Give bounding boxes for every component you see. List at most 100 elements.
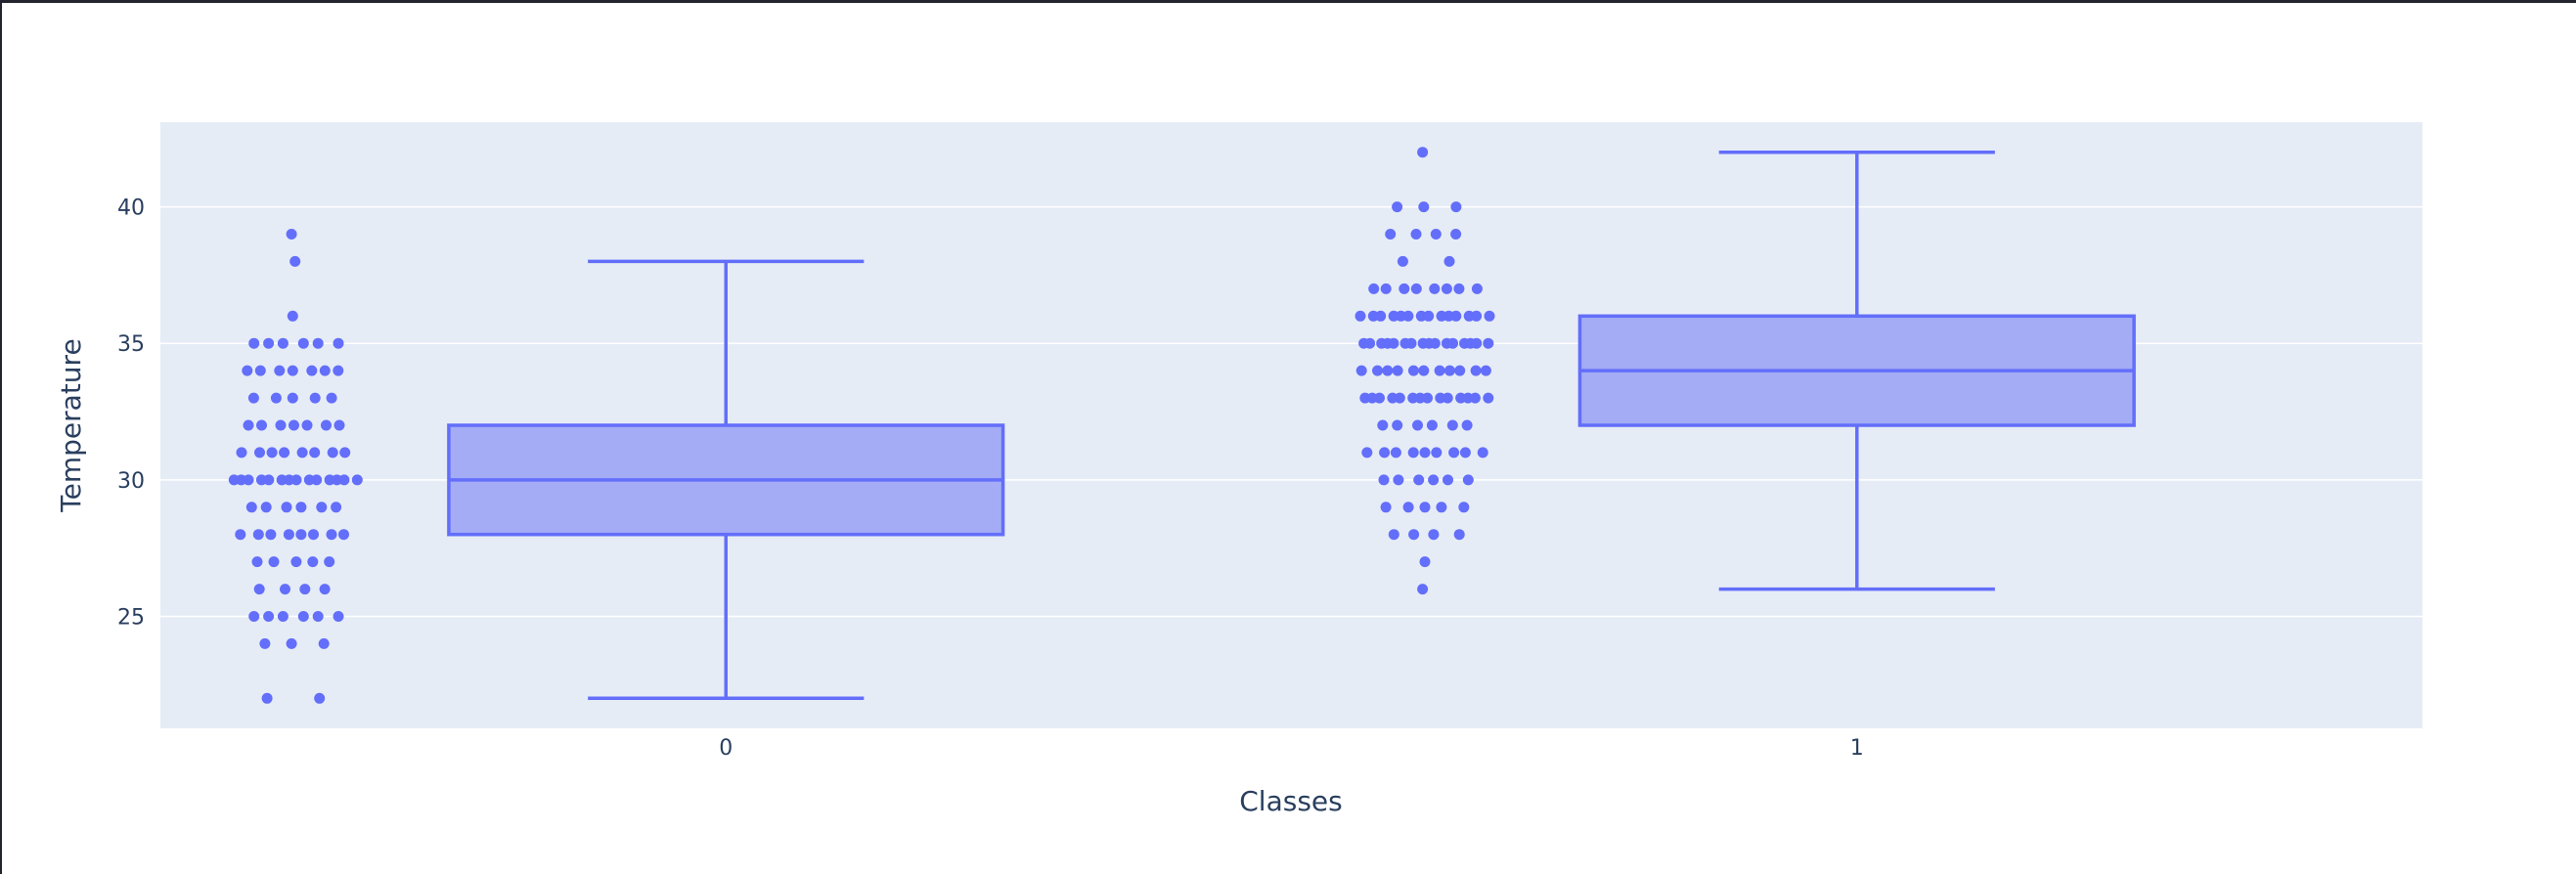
data-point <box>1417 147 1429 158</box>
data-point <box>1430 229 1442 240</box>
data-point <box>287 365 298 376</box>
data-point <box>1448 447 1460 459</box>
data-point <box>266 447 278 459</box>
data-point <box>312 611 324 622</box>
data-point <box>309 447 321 459</box>
data-point <box>319 584 331 595</box>
data-point <box>245 502 257 513</box>
data-point <box>1418 365 1430 376</box>
data-point <box>1392 419 1403 431</box>
y-tick-label: 35 <box>117 332 145 357</box>
data-point <box>280 584 290 595</box>
data-point <box>1355 310 1366 322</box>
data-point <box>299 584 311 595</box>
y-axis-title: Temperature <box>55 338 87 512</box>
data-point <box>1423 310 1435 322</box>
data-point <box>286 229 297 240</box>
data-point <box>312 337 324 349</box>
data-point <box>254 365 266 376</box>
data-point <box>1442 392 1453 404</box>
data-point <box>243 419 254 431</box>
data-point <box>1399 283 1410 294</box>
data-point <box>1364 337 1376 349</box>
data-point <box>309 392 321 404</box>
data-point <box>236 447 247 459</box>
data-point <box>1388 529 1399 541</box>
data-point <box>251 556 263 568</box>
data-point <box>1393 474 1404 486</box>
data-points <box>228 147 1495 704</box>
data-point <box>1471 283 1483 294</box>
data-point <box>270 392 282 404</box>
data-point <box>1407 447 1419 459</box>
data-point <box>1443 255 1455 267</box>
data-point <box>1419 447 1431 459</box>
data-point <box>263 474 275 486</box>
data-point <box>1480 365 1491 376</box>
data-point <box>1374 392 1385 404</box>
data-point <box>1378 474 1390 486</box>
data-point <box>289 255 301 267</box>
data-point <box>1380 502 1392 513</box>
data-point <box>275 419 287 431</box>
data-point <box>287 392 298 404</box>
data-point <box>1417 584 1429 595</box>
data-point <box>1453 529 1465 541</box>
data-point <box>254 447 265 459</box>
data-point <box>1355 365 1367 376</box>
data-point <box>333 337 344 349</box>
data-point <box>1405 337 1417 349</box>
data-point <box>248 337 260 349</box>
data-point <box>1419 556 1431 568</box>
data-point <box>1429 283 1441 294</box>
data-point <box>1436 502 1447 513</box>
data-point <box>351 474 363 486</box>
data-point <box>301 419 313 431</box>
data-point <box>1454 365 1466 376</box>
data-point <box>1392 365 1403 376</box>
data-point <box>1377 419 1389 431</box>
data-point <box>1443 365 1455 376</box>
data-point <box>248 611 260 622</box>
data-point <box>1446 419 1458 431</box>
x-tick-label: 0 <box>719 736 733 761</box>
data-point <box>265 529 277 541</box>
data-point <box>1450 229 1462 240</box>
data-point <box>274 365 286 376</box>
data-point <box>263 337 275 349</box>
data-point <box>1459 447 1471 459</box>
data-point <box>281 502 292 513</box>
y-tick-label: 40 <box>117 197 145 221</box>
y-tick-label: 25 <box>117 605 145 630</box>
data-point <box>277 611 289 622</box>
data-point <box>1407 365 1419 376</box>
data-point <box>1412 419 1423 431</box>
data-point <box>1428 529 1440 541</box>
box-plots <box>447 150 2136 701</box>
data-point <box>1458 502 1470 513</box>
data-point <box>316 502 328 513</box>
data-point <box>253 584 265 595</box>
data-point <box>1443 474 1453 486</box>
data-point <box>1450 201 1462 213</box>
data-point <box>297 611 309 622</box>
data-point <box>338 474 350 486</box>
data-point <box>1483 392 1494 404</box>
data-point <box>297 337 309 349</box>
data-point <box>1441 283 1452 294</box>
data-point <box>318 637 330 649</box>
data-point <box>286 637 297 649</box>
data-point <box>1379 447 1391 459</box>
x-tick-label: 1 <box>1850 736 1864 761</box>
data-point <box>339 447 351 459</box>
data-point <box>256 419 267 431</box>
data-point <box>1431 447 1443 459</box>
data-point <box>242 365 253 376</box>
data-point <box>1382 365 1394 376</box>
data-point <box>1390 447 1401 459</box>
data-point <box>308 529 319 541</box>
data-point <box>1368 283 1380 294</box>
data-point <box>287 310 298 322</box>
